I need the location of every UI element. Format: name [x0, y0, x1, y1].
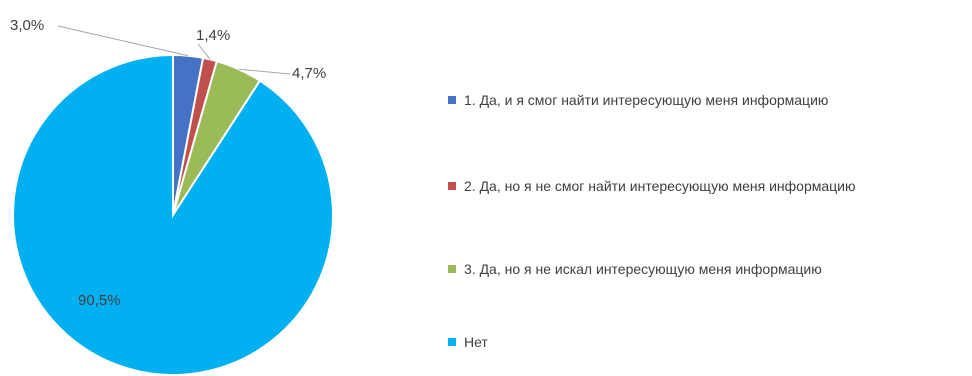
legend-item-1: 1. Да, и я смог найти интересующую меня …	[448, 90, 828, 110]
data-labels: 3,0% 1,4% 4,7% 90,5%	[10, 17, 326, 309]
legend-item-4: Нет	[448, 332, 488, 352]
data-label-3: 4,7%	[292, 65, 326, 82]
legend-label-2: 2. Да, но я не смог найти интересующую м…	[464, 178, 856, 194]
legend-swatch-3	[448, 265, 456, 273]
leader-line-1	[57, 25, 189, 57]
legend-label-3: 3. Да, но я не искал интересующую меня и…	[464, 261, 822, 277]
legend-label-4: Нет	[464, 334, 488, 350]
legend-swatch-1	[448, 96, 456, 104]
leader-line-2	[197, 43, 211, 60]
legend-label-1: 1. Да, и я смог найти интересующую меня …	[464, 92, 829, 108]
legend-item-2: 2. Да, но я не смог найти интересующую м…	[448, 176, 856, 196]
pie-slices	[12, 53, 334, 376]
data-label-1: 3,0%	[10, 17, 44, 34]
legend-item-3: 3. Да, но я не искал интересующую меня и…	[448, 259, 822, 279]
legend-swatch-2	[448, 182, 456, 190]
leader-lines	[57, 25, 291, 75]
pie-slice-4	[12, 53, 334, 376]
legend-swatch-4	[448, 338, 456, 346]
data-label-4: 90,5%	[78, 292, 121, 309]
data-label-2: 1,4%	[196, 27, 230, 44]
leader-line-3	[239, 68, 291, 75]
